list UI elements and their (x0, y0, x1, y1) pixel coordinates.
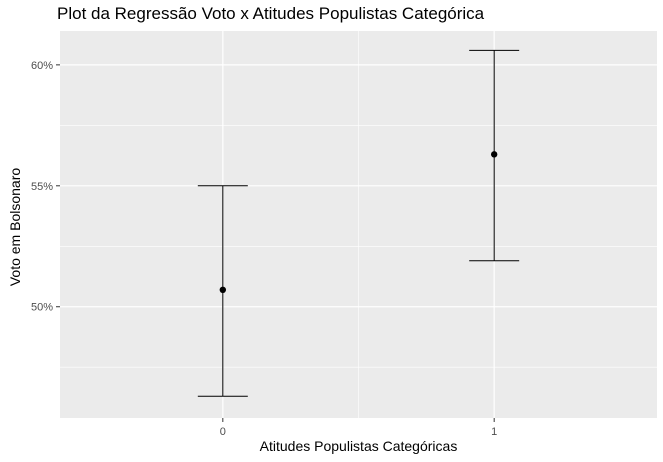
chart-title: Plot da Regressão Voto x Atitudes Populi… (57, 4, 485, 23)
x-tick-label: 1 (491, 426, 497, 438)
data-point (219, 286, 227, 294)
y-tick-label: 55% (31, 181, 53, 193)
y-tick-label: 50% (31, 302, 53, 314)
y-tick-label: 60% (31, 60, 53, 72)
x-tick-label: 0 (220, 426, 226, 438)
x-axis-label: Atitudes Populistas Categóricas (259, 438, 458, 454)
data-point (490, 151, 498, 158)
